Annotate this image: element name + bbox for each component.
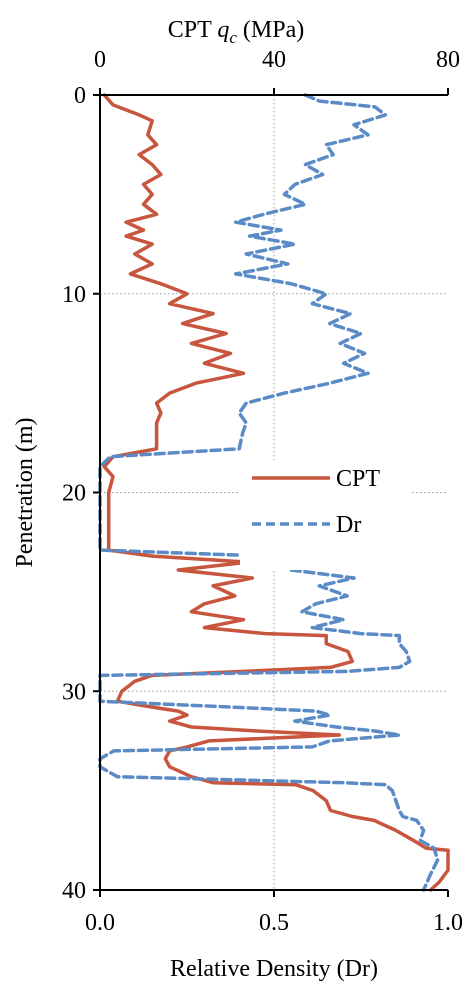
legend-label-dr: Dr bbox=[336, 512, 361, 538]
axes-layer bbox=[93, 88, 449, 897]
top-tick-label: 80 bbox=[436, 47, 460, 73]
y-tick-label: 10 bbox=[62, 282, 86, 308]
y-axis-title: Penetration (m) bbox=[12, 418, 38, 568]
y-tick-label: 20 bbox=[62, 481, 86, 507]
labels-layer: 0 10 20 30 40 0 40 80 0.0 0.5 1.0 CPT qc (MPa) Relat… bbox=[12, 17, 463, 982]
top-axis-title: CPT qc (MPa) bbox=[168, 17, 304, 47]
series-line-cpt bbox=[102, 93, 450, 892]
y-tick-label: 0 bbox=[74, 83, 86, 109]
top-axis-title-unit: (MPa) bbox=[237, 17, 304, 43]
bottom-tick-label: 1.0 bbox=[433, 910, 463, 936]
top-axis-title-subscript: c bbox=[229, 28, 237, 47]
top-axis-title-symbol: q bbox=[217, 17, 229, 43]
legend-layer: CPT Dr bbox=[240, 460, 410, 570]
y-tick-label: 40 bbox=[62, 878, 86, 904]
bottom-axis-title: Relative Density (Dr) bbox=[170, 956, 378, 982]
top-tick-label: 40 bbox=[262, 47, 286, 73]
bottom-tick-label: 0.5 bbox=[259, 910, 289, 936]
bottom-tick-label: 0.0 bbox=[85, 910, 115, 936]
top-axis-title-prefix: CPT bbox=[168, 17, 218, 43]
legend-label-cpt: CPT bbox=[336, 466, 380, 492]
y-tick-label: 30 bbox=[62, 679, 86, 705]
top-tick-label: 0 bbox=[94, 47, 106, 73]
